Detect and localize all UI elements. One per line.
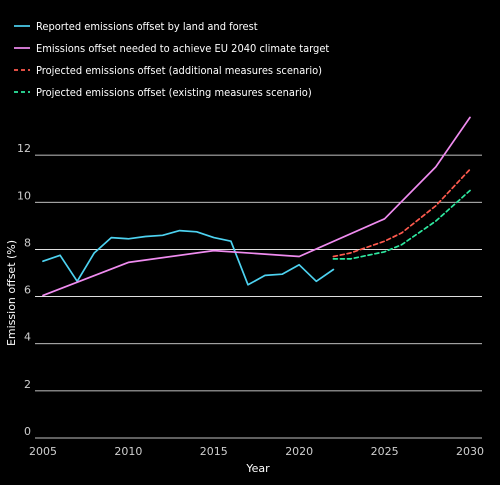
x-tick-label: 2025 xyxy=(371,445,399,458)
y-tick-label: 12 xyxy=(17,142,31,155)
series-line-3 xyxy=(332,189,471,260)
series-line-1 xyxy=(42,116,471,297)
x-tick-label: 2030 xyxy=(456,445,484,458)
y-tick-label: 8 xyxy=(24,236,31,249)
x-tick-label: 2020 xyxy=(285,445,313,458)
x-tick-label: 2015 xyxy=(200,445,228,458)
x-axis-title: Year xyxy=(245,462,270,475)
y-tick-label: 10 xyxy=(17,189,31,202)
legend: Reported emissions offset by land and fo… xyxy=(14,20,329,99)
x-axis-ticks: 2005 2010 2015 2020 2025 2030 xyxy=(29,445,484,458)
series-lines xyxy=(42,116,471,297)
legend-label: Projected emissions offset (existing mea… xyxy=(36,86,312,99)
series-line-2 xyxy=(332,168,471,258)
x-tick-label: 2005 xyxy=(29,445,57,458)
y-tick-label: 4 xyxy=(24,331,31,344)
y-axis-title: Emission offset (%) xyxy=(5,240,18,346)
legend-label: Projected emissions offset (additional m… xyxy=(36,64,322,77)
series-line-0 xyxy=(42,229,335,286)
y-tick-label: 6 xyxy=(24,284,31,297)
grid-lines xyxy=(35,154,482,439)
y-tick-label: 0 xyxy=(24,425,31,438)
legend-label: Reported emissions offset by land and fo… xyxy=(36,20,258,33)
legend-label: Emissions offset needed to achieve EU 20… xyxy=(36,42,329,55)
y-axis-ticks: 0 2 4 6 8 10 12 xyxy=(17,142,31,438)
x-tick-label: 2010 xyxy=(114,445,142,458)
y-tick-label: 2 xyxy=(24,378,31,391)
